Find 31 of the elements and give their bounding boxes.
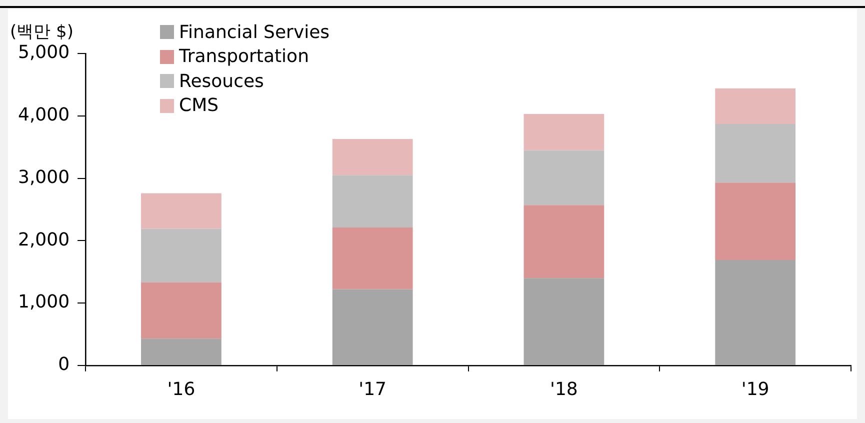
y-tick-label: 4,000 xyxy=(18,104,70,126)
bar xyxy=(332,138,413,176)
y-tick-label: 3,000 xyxy=(18,166,70,188)
y-tick-label: 1,000 xyxy=(18,292,70,313)
bar xyxy=(332,289,413,365)
bar xyxy=(715,182,796,260)
bar xyxy=(524,150,604,206)
bar xyxy=(524,114,604,150)
legend-label: CMS xyxy=(179,95,219,116)
y-tick-label: 5,000 xyxy=(18,42,70,64)
x-tick-label: '17 xyxy=(358,378,387,400)
y-axis-title: (백만 $) xyxy=(10,21,74,43)
bar xyxy=(141,228,222,282)
bar xyxy=(524,278,604,365)
bar xyxy=(332,175,413,228)
x-tick-label: '19 xyxy=(741,378,770,400)
y-tick-label: 2,000 xyxy=(18,229,70,250)
legend-label: Financial Servies xyxy=(179,22,330,43)
bar xyxy=(141,282,222,339)
x-tick-label: '18 xyxy=(550,378,578,400)
bar xyxy=(332,228,413,290)
bar xyxy=(715,124,796,183)
bar xyxy=(141,338,222,365)
legend-label: Resouces xyxy=(179,70,264,92)
bar xyxy=(141,193,222,229)
bar xyxy=(715,260,796,365)
bar xyxy=(524,205,604,278)
y-tick-label: 0 xyxy=(58,354,70,376)
x-tick-label: '16 xyxy=(167,378,196,400)
bar xyxy=(715,88,796,124)
legend-label: Transportation xyxy=(179,46,309,68)
